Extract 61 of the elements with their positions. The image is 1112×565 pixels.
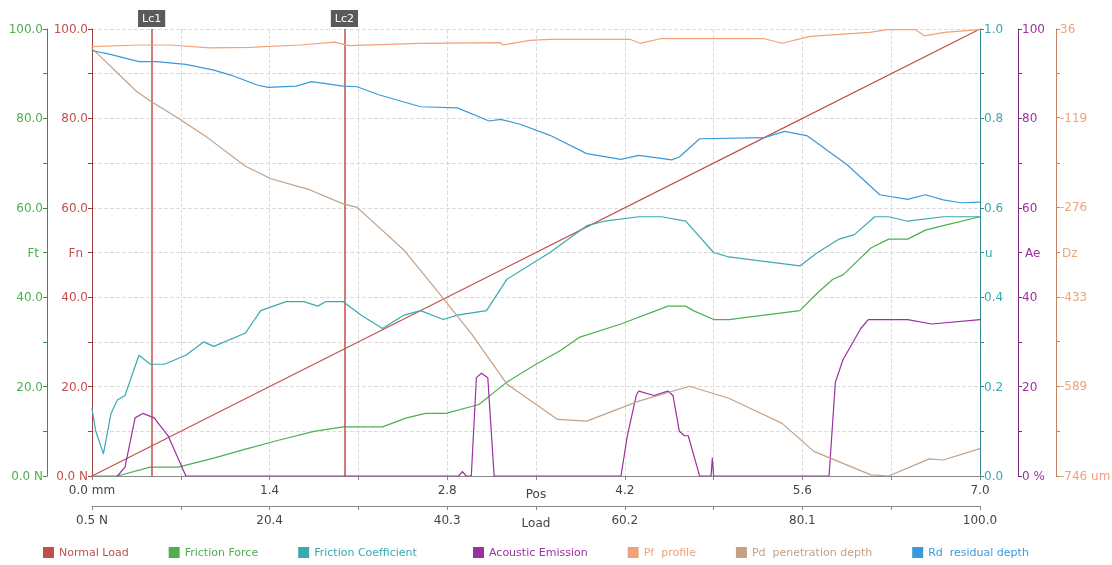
y-tick-label: 20 bbox=[1022, 379, 1038, 394]
y2-tick-label: 100.0 bbox=[53, 22, 88, 36]
y2-tick-label: -276 bbox=[1060, 200, 1088, 215]
legend-label: Normal Load bbox=[59, 546, 129, 559]
x-tick-label: 7.0 bbox=[970, 483, 990, 497]
ref-line-label: Lc2 bbox=[334, 12, 355, 25]
y2-tick-label: -433 bbox=[1060, 290, 1088, 305]
y3-axis-title: u bbox=[985, 245, 993, 260]
x-tick-label: 5.6 bbox=[792, 483, 812, 497]
y2-tick-label: 36 bbox=[1060, 22, 1076, 36]
x2-tick-label: 100.0 bbox=[962, 513, 998, 527]
y3-tick-label: 0.2 bbox=[984, 379, 1004, 394]
x-tick-label: 0.0 mm bbox=[68, 483, 116, 497]
legend-label: Friction Coefficient bbox=[314, 546, 418, 559]
y-tick-label: 60 bbox=[1022, 200, 1038, 215]
line-series bbox=[91, 28, 981, 49]
y2-tick-label: 40.0 bbox=[61, 290, 88, 305]
x-tick-label: 2.8 bbox=[437, 483, 457, 497]
y3-tick-label: 0.6 bbox=[984, 200, 1004, 215]
x-tick-label: 4.2 bbox=[615, 483, 635, 497]
x2-tick-label: 60.2 bbox=[611, 513, 639, 527]
legend-label: Rd residual depth bbox=[928, 546, 1029, 559]
y-tick-label: 40 bbox=[1022, 290, 1038, 305]
line-series bbox=[116, 318, 981, 477]
y2-axis-title: Dz bbox=[1062, 245, 1078, 260]
y-tick-label: 0.0 N bbox=[11, 469, 43, 483]
x2-tick-label: 20.4 bbox=[256, 513, 283, 527]
y3-tick-label: 0.4 bbox=[984, 290, 1004, 305]
y2-tick-label: 80.0 bbox=[61, 111, 88, 126]
y2-tick-label: 60.0 bbox=[61, 200, 88, 215]
ref-line-label: Lc1 bbox=[142, 12, 162, 25]
y-tick-label: 80.0 bbox=[16, 111, 43, 126]
legend-label: Acoustic Emission bbox=[489, 546, 588, 559]
y-tick-label: 0 % bbox=[1022, 469, 1045, 483]
y3-tick-label: 0.0 bbox=[984, 469, 1004, 483]
x2-tick-label: 80.1 bbox=[789, 513, 816, 527]
y2-tick-label: -746 um bbox=[1060, 469, 1111, 483]
x2-tick-label: 40.3 bbox=[433, 513, 461, 527]
line-series bbox=[91, 50, 981, 204]
y2-axis-title: Fn bbox=[68, 245, 83, 260]
y-tick-label: 20.0 bbox=[16, 379, 43, 394]
y-axis-title: Ft bbox=[27, 245, 40, 260]
y3-tick-label: 0.8 bbox=[984, 111, 1004, 126]
x-axis-title: Pos bbox=[525, 487, 547, 501]
x2-tick-label: 0.5 N bbox=[76, 513, 108, 527]
y-tick-label: 40.0 bbox=[16, 290, 43, 305]
x2-axis-title: Load bbox=[521, 516, 551, 530]
y-tick-label: 60.0 bbox=[16, 200, 43, 215]
y2-tick-label: -119 bbox=[1060, 110, 1088, 125]
legend-label: Pf profile bbox=[643, 546, 697, 559]
y-tick-label: 80 bbox=[1022, 111, 1038, 126]
y2-tick-label: 20.0 bbox=[61, 379, 88, 394]
y2-tick-label: -589 bbox=[1060, 379, 1088, 394]
y-tick-label: 100 bbox=[1022, 22, 1045, 36]
y-axis-title: Ae bbox=[1025, 245, 1041, 260]
legend-label: Pd penetration depth bbox=[751, 546, 873, 559]
y2-tick-label: 0.0 N bbox=[56, 469, 88, 483]
legend-label: Friction Force bbox=[184, 546, 259, 559]
y3-tick-label: 1.0 bbox=[984, 22, 1004, 36]
y-tick-label: 100.0 bbox=[8, 22, 43, 36]
x-tick-label: 1.4 bbox=[260, 483, 280, 497]
